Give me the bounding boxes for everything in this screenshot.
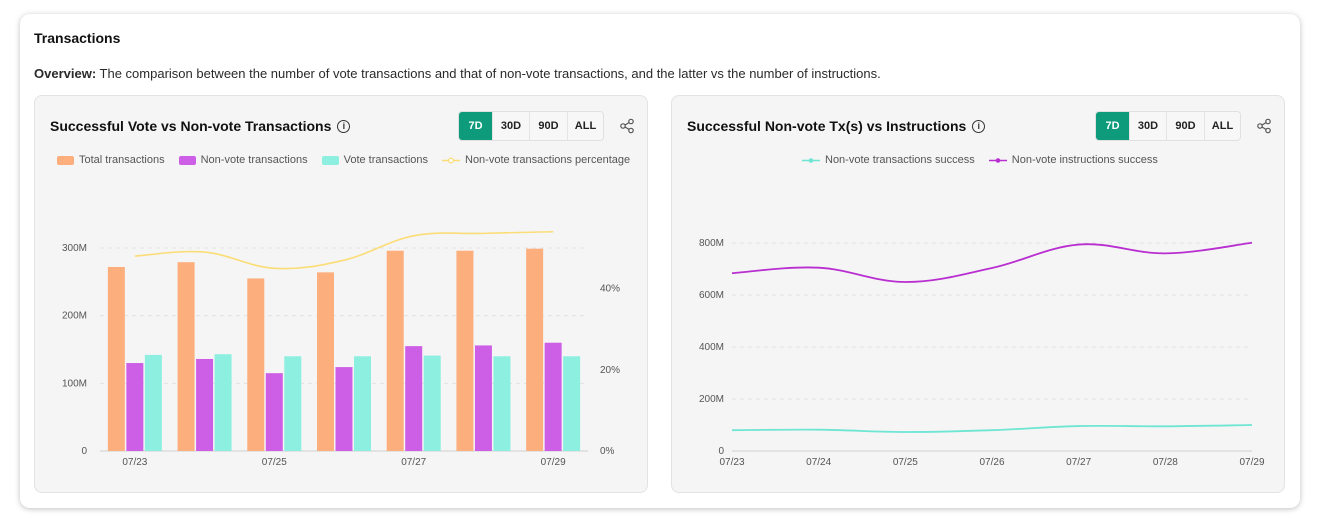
legend-item-ix-success[interactable]: Non-vote instructions success (988, 154, 1158, 166)
bar-nonvote (544, 342, 562, 451)
legend-item-vote[interactable]: Vote transactions (321, 154, 428, 166)
card-title: Successful Vote vs Non-vote Transactions… (50, 118, 351, 134)
legend-label: Non-vote transactions success (825, 154, 975, 166)
chart-legend: Total transactions Non-vote transactions… (57, 154, 630, 166)
legend-item-nonvote[interactable]: Non-vote transactions (178, 154, 308, 166)
legend-label: Vote transactions (343, 154, 428, 166)
x-tick-label: 07/24 (806, 457, 831, 468)
legend-line-marker (988, 157, 1007, 163)
vote-vs-nonvote-card: Successful Vote vs Non-vote Transactions… (34, 95, 648, 493)
share-icon[interactable] (1256, 118, 1272, 134)
x-tick-label: 07/26 (979, 457, 1004, 468)
x-tick-label: 07/27 (401, 457, 426, 468)
ix-success-line (731, 241, 1253, 283)
percentage-line (134, 230, 554, 270)
range-90d-button[interactable]: 90D (529, 112, 567, 140)
x-tick-label: 07/29 (1239, 457, 1264, 468)
line-chart: 0 200M 400M 600M 800M 07/23 07/24 07/25 07/26 07/… (699, 238, 1265, 468)
y-tick-label: 300M (62, 243, 87, 254)
legend-label: Non-vote transactions percentage (465, 154, 631, 166)
y2-tick-label: 0% (600, 446, 615, 457)
x-tick-label: 07/23 (719, 457, 744, 468)
legend-swatch (178, 155, 196, 165)
range-30d-button[interactable]: 30D (1129, 112, 1166, 140)
range-90d-button[interactable]: 90D (1166, 112, 1204, 140)
tx-success-line (731, 424, 1253, 433)
card-title: Successful Non-vote Tx(s) vs Instruction… (687, 118, 986, 134)
y2-tick-label: 20% (600, 365, 620, 376)
bar-total (526, 248, 544, 451)
bar-vote (144, 354, 162, 451)
y-tick-label: 200M (62, 311, 87, 322)
y-tick-label: 600M (699, 290, 724, 301)
y-tick-label: 200M (699, 394, 724, 405)
y-tick-label: 800M (699, 238, 724, 249)
y-tick-label: 0 (81, 446, 87, 457)
bar-vote (354, 356, 371, 451)
bar-total (317, 272, 334, 451)
bar-nonvote (335, 367, 353, 451)
range-30d-button[interactable]: 30D (492, 112, 529, 140)
bar-nonvote (265, 373, 283, 451)
range-selector: 7D 30D 90D ALL (1095, 111, 1241, 141)
legend-label: Non-vote instructions success (1011, 154, 1158, 166)
bar-vote (214, 354, 232, 451)
x-tick-label: 07/25 (262, 457, 287, 468)
legend-swatch (57, 155, 74, 165)
bar-total (247, 278, 265, 451)
bar-nonvote (405, 346, 423, 451)
bar-vote (284, 356, 302, 451)
bar-nonvote (196, 358, 214, 451)
legend-swatch (321, 155, 339, 165)
overview-label: Overview: (34, 66, 97, 81)
bar-vote (423, 355, 441, 451)
info-icon[interactable]: i (337, 119, 351, 133)
legend-line-marker (442, 157, 460, 163)
y-tick-label: 0 (718, 446, 724, 457)
bar-vote (563, 356, 581, 451)
bar-total (386, 250, 404, 451)
chart-title: Successful Non-vote Tx(s) vs Instruction… (687, 118, 967, 134)
x-tick-label: 07/25 (893, 457, 918, 468)
x-tick-label: 07/23 (122, 457, 147, 468)
nonvote-vs-instructions-card: Successful Non-vote Tx(s) vs Instruction… (671, 95, 1285, 493)
bar-chart: 0 100M 200M 300M 0% 20% 40% 07/23 07/25 07/27 07/2… (62, 230, 620, 468)
overview-text: Overview: The comparison between the num… (34, 66, 881, 81)
y2-tick-label: 40% (600, 284, 620, 295)
x-tick-label: 07/27 (1066, 457, 1091, 468)
bar-nonvote (474, 345, 492, 451)
bar-total (456, 250, 474, 451)
section-title: Transactions (34, 30, 121, 46)
overview-description: The comparison between the number of vot… (96, 66, 881, 81)
bar-nonvote (126, 363, 144, 451)
share-icon[interactable] (619, 118, 635, 134)
legend-item-total[interactable]: Total transactions (57, 154, 165, 166)
range-all-button[interactable]: ALL (1204, 112, 1240, 140)
legend-item-tx-success[interactable]: Non-vote transactions success (802, 154, 975, 166)
bar-total (177, 262, 195, 451)
y-tick-label: 400M (699, 342, 724, 353)
range-all-button[interactable]: ALL (567, 112, 603, 140)
y-tick-label: 100M (62, 378, 87, 389)
chart-legend: Non-vote transactions success Non-vote i… (802, 154, 1158, 166)
chart-title: Successful Vote vs Non-vote Transactions (50, 118, 332, 134)
range-selector: 7D 30D 90D ALL (458, 111, 604, 141)
legend-label: Non-vote transactions (200, 154, 308, 166)
info-icon[interactable]: i (972, 119, 986, 133)
legend-line-marker (802, 157, 820, 163)
range-7d-button[interactable]: 7D (1096, 112, 1129, 140)
bar-total (107, 266, 125, 451)
range-7d-button[interactable]: 7D (459, 112, 492, 140)
legend-label: Total transactions (79, 154, 165, 166)
x-tick-label: 07/28 (1153, 457, 1178, 468)
bar-vote (493, 356, 511, 451)
legend-item-percentage[interactable]: Non-vote transactions percentage (442, 154, 630, 166)
transactions-panel: Transactions Overview: The comparison be… (20, 14, 1300, 508)
x-tick-label: 07/29 (541, 457, 566, 468)
